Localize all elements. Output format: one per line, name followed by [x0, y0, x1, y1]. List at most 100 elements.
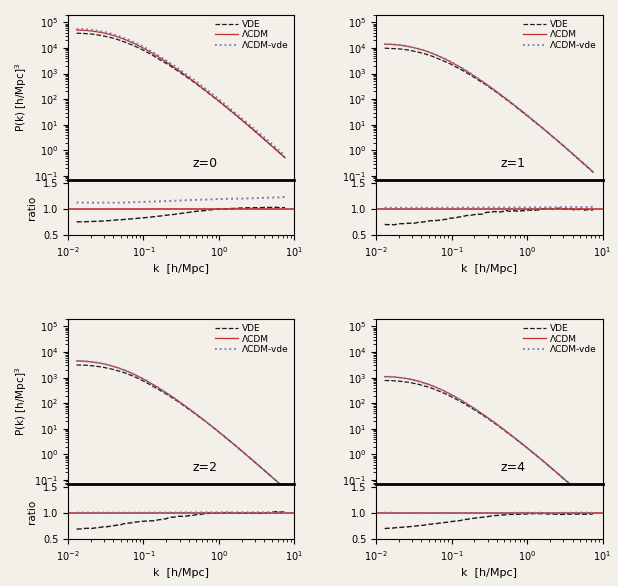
ΛCDM-vde — [590, 168, 597, 175]
ΛCDM-vde — [184, 404, 192, 411]
VDE — [586, 166, 594, 173]
VDE — [437, 389, 444, 396]
ΛCDM-vde — [273, 144, 280, 151]
ΛCDM-vde — [586, 165, 594, 172]
VDE — [197, 414, 204, 421]
ΛCDM-vde — [129, 38, 136, 45]
Text: z=0: z=0 — [193, 156, 218, 170]
ΛCDM-vde — [73, 25, 80, 32]
ΛCDM-vde — [436, 386, 444, 393]
Line: VDE: VDE — [384, 48, 593, 172]
VDE — [590, 501, 597, 508]
Line: ΛCDM: ΛCDM — [77, 30, 285, 158]
VDE — [381, 377, 388, 384]
VDE — [129, 373, 137, 380]
Line: ΛCDM-vde: ΛCDM-vde — [384, 44, 593, 172]
VDE — [129, 42, 136, 49]
ΛCDM-vde — [278, 482, 286, 489]
ΛCDM — [477, 77, 485, 84]
ΛCDM — [590, 169, 597, 176]
ΛCDM-vde — [492, 420, 499, 427]
Text: z=2: z=2 — [193, 461, 218, 474]
Line: ΛCDM-vde: ΛCDM-vde — [77, 361, 285, 489]
X-axis label: k  [h/Mpc]: k [h/Mpc] — [153, 264, 210, 274]
VDE — [382, 377, 389, 384]
Line: VDE: VDE — [77, 33, 285, 158]
Line: VDE: VDE — [384, 380, 593, 505]
ΛCDM — [129, 370, 136, 377]
ΛCDM — [169, 63, 177, 70]
ΛCDM-vde — [504, 96, 512, 103]
Line: ΛCDM-vde: ΛCDM-vde — [384, 377, 593, 505]
VDE — [381, 45, 388, 52]
Y-axis label: P(k) [h/Mpc]$^3$: P(k) [h/Mpc]$^3$ — [13, 367, 29, 436]
Line: ΛCDM: ΛCDM — [384, 377, 593, 505]
ΛCDM-vde — [381, 40, 388, 47]
ΛCDM — [196, 83, 203, 90]
ΛCDM-vde — [73, 357, 80, 364]
X-axis label: k  [h/Mpc]: k [h/Mpc] — [461, 568, 517, 578]
VDE — [185, 406, 192, 413]
Line: ΛCDM-vde: ΛCDM-vde — [77, 29, 285, 156]
ΛCDM — [504, 97, 512, 104]
ΛCDM — [281, 154, 289, 161]
Y-axis label: P(k) [h/Mpc]$^3$: P(k) [h/Mpc]$^3$ — [13, 63, 29, 132]
VDE — [587, 499, 595, 506]
VDE — [170, 395, 177, 402]
ΛCDM-vde — [580, 160, 588, 167]
ΛCDM — [580, 493, 588, 500]
ΛCDM — [580, 161, 588, 168]
ΛCDM — [273, 146, 280, 154]
ΛCDM — [73, 26, 80, 33]
ΛCDM — [381, 40, 388, 47]
ΛCDM — [436, 386, 444, 393]
Legend: VDE, ΛCDM, ΛCDM-vde: VDE, ΛCDM, ΛCDM-vde — [522, 19, 598, 50]
VDE — [281, 154, 289, 161]
VDE — [169, 64, 177, 71]
ΛCDM-vde — [590, 501, 597, 508]
ΛCDM-vde — [492, 87, 499, 94]
VDE — [492, 88, 499, 96]
VDE — [478, 411, 485, 418]
Legend: VDE, ΛCDM, ΛCDM-vde: VDE, ΛCDM, ΛCDM-vde — [522, 323, 598, 355]
VDE — [74, 362, 82, 369]
ΛCDM-vde — [273, 477, 280, 484]
VDE — [196, 83, 203, 90]
ΛCDM — [477, 409, 485, 416]
Y-axis label: ratio: ratio — [27, 499, 37, 524]
VDE — [580, 161, 588, 168]
X-axis label: k  [h/Mpc]: k [h/Mpc] — [461, 264, 517, 274]
ΛCDM — [492, 87, 499, 94]
ΛCDM-vde — [278, 149, 286, 156]
VDE — [273, 478, 281, 485]
ΛCDM-vde — [477, 77, 485, 84]
ΛCDM — [586, 498, 594, 505]
ΛCDM-vde — [196, 413, 203, 420]
ΛCDM — [169, 394, 177, 401]
VDE — [504, 430, 512, 437]
VDE — [73, 362, 80, 369]
VDE — [281, 485, 289, 492]
ΛCDM-vde — [580, 493, 588, 500]
Text: z=1: z=1 — [501, 156, 526, 170]
ΛCDM — [381, 373, 388, 380]
ΛCDM — [73, 357, 80, 364]
ΛCDM — [586, 166, 594, 173]
ΛCDM-vde — [169, 61, 177, 68]
ΛCDM — [129, 39, 136, 46]
Text: z=4: z=4 — [501, 461, 526, 474]
ΛCDM-vde — [586, 498, 594, 505]
Line: ΛCDM: ΛCDM — [77, 361, 285, 489]
VDE — [590, 169, 597, 176]
ΛCDM — [196, 413, 203, 420]
ΛCDM — [278, 482, 286, 489]
ΛCDM — [504, 429, 512, 436]
VDE — [273, 146, 280, 153]
Y-axis label: ratio: ratio — [27, 195, 37, 220]
ΛCDM-vde — [281, 485, 289, 492]
Line: ΛCDM: ΛCDM — [384, 44, 593, 172]
Legend: VDE, ΛCDM, ΛCDM-vde: VDE, ΛCDM, ΛCDM-vde — [214, 323, 290, 355]
VDE — [477, 78, 485, 85]
VDE — [184, 74, 192, 81]
VDE — [581, 494, 588, 501]
